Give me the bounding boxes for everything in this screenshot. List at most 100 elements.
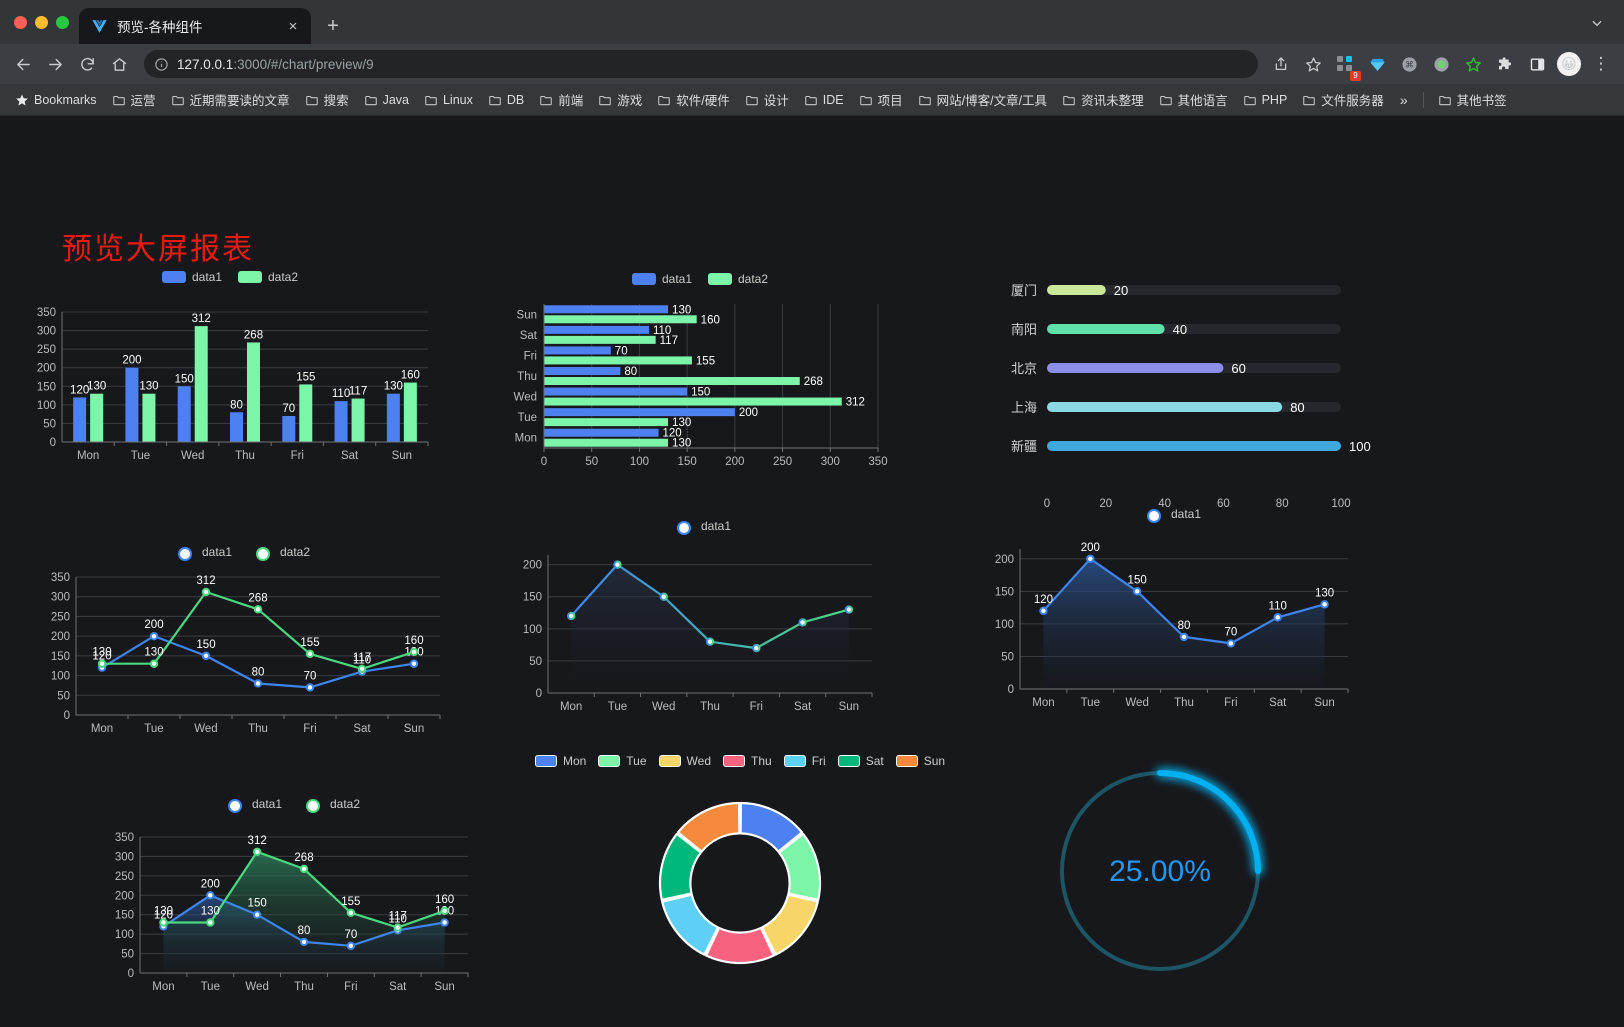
diamond-icon[interactable] [1362,49,1392,79]
bookmark-item-file-server[interactable]: 文件服务器 [1295,87,1391,112]
bookmark-item-db[interactable]: DB [481,90,531,110]
folder-icon [489,95,501,105]
svg-text:200: 200 [37,363,56,375]
svg-text:150: 150 [248,898,267,910]
svg-text:Tue: Tue [1081,697,1100,709]
svg-text:50: 50 [1001,651,1014,663]
svg-text:250: 250 [51,611,70,623]
svg-text:Tue: Tue [144,723,163,735]
svg-text:155: 155 [341,896,360,908]
bookmark-item-projects[interactable]: 项目 [852,87,910,112]
legend-item[interactable]: data1 [220,797,282,813]
sidepanel-icon[interactable] [1522,49,1552,79]
legend-item[interactable]: Fri [783,754,826,768]
minimize-window-button[interactable] [35,15,48,29]
legend-item[interactable]: data2 [248,545,311,561]
bookmark-item-bookmarks[interactable]: Bookmarks [8,90,104,110]
svg-text:130: 130 [1315,587,1334,599]
reload-icon[interactable] [72,49,102,79]
legend-item[interactable]: Mon [534,754,586,768]
legend-item[interactable]: Wed [658,754,711,768]
legend-label: data2 [280,545,311,559]
svg-text:⌘: ⌘ [1405,59,1414,69]
legend-item[interactable]: data2 [708,272,768,286]
legend-item[interactable]: data1 [1139,507,1201,523]
browser-tab[interactable]: 预览-各种组件 × [79,8,311,44]
svg-text:250: 250 [115,871,134,883]
maximize-window-button[interactable] [56,15,69,29]
bookmark-item-other-languages[interactable]: 其他语言 [1152,87,1235,112]
svg-text:20: 20 [1114,283,1128,298]
svg-text:200: 200 [201,878,220,890]
legend-item[interactable]: data1 [170,545,232,561]
forward-arrow-icon[interactable] [40,49,70,79]
legend-donut: Mon Tue Wed Thu Fri Sat Sun [534,754,945,768]
chevron-down-icon[interactable] [1582,8,1612,38]
bookmarks-overflow-button[interactable]: » [1399,91,1408,108]
svg-text:155: 155 [300,637,319,649]
address-bar[interactable]: 127.0.0.1:3000/#/chart/preview/9 [144,50,1258,78]
bookmark-item-ide[interactable]: IDE [797,90,851,110]
bookmark-item-yunying[interactable]: 运营 [105,87,163,112]
bookmark-item-recent-articles[interactable]: 近期需要读的文章 [164,87,297,112]
bookmark-item-frontend[interactable]: 前端 [532,87,590,112]
legend-item[interactable]: data1 [669,519,731,535]
svg-text:312: 312 [846,397,865,409]
bookmark-label: 网站/博客/文章/工具 [936,94,1048,108]
back-arrow-icon[interactable] [8,49,38,79]
bookmark-label: 文件服务器 [1321,94,1384,108]
svg-text:200: 200 [995,554,1014,566]
svg-text:70: 70 [282,403,295,415]
bookmark-item-design[interactable]: 设计 [738,87,796,112]
svg-text:120: 120 [92,651,111,663]
chrome-menu-icon[interactable]: ⋮ [1592,54,1610,73]
svg-text:Mon: Mon [152,981,174,993]
svg-text:268: 268 [804,376,823,388]
profile-avatar[interactable]: 😀 [1554,49,1584,79]
svg-text:40: 40 [1158,498,1171,508]
legend-item[interactable]: data2 [238,270,298,284]
legend-item[interactable]: data2 [298,797,360,813]
svg-text:130: 130 [672,438,691,450]
svg-text:130: 130 [201,905,220,917]
svg-text:50: 50 [43,418,56,430]
home-icon[interactable] [104,49,134,79]
svg-text:20: 20 [1099,498,1112,508]
bookmark-item-websites[interactable]: 网站/博客/文章/工具 [911,87,1054,112]
green-star-icon[interactable] [1458,49,1488,79]
green-circle-icon[interactable] [1426,49,1456,79]
bookmark-item-php[interactable]: PHP [1236,90,1295,110]
close-window-button[interactable] [14,15,27,29]
bookmark-item-search[interactable]: 搜索 [298,87,356,112]
legend-item[interactable]: Thu [723,754,772,768]
folder-icon [805,95,817,105]
folder-icon [364,95,377,105]
puzzle-extension-icon[interactable] [1490,49,1520,79]
svg-text:150: 150 [523,592,542,604]
bookmark-item-news[interactable]: 资讯未整理 [1055,87,1151,112]
legend-item[interactable]: data1 [161,270,222,284]
svg-text:250: 250 [773,456,792,468]
command-circle-icon[interactable]: ⌘ [1394,49,1424,79]
bookmark-star-icon[interactable] [1298,49,1328,79]
legend-item[interactable]: Tue [598,754,647,768]
close-tab-button[interactable]: × [288,17,298,35]
svg-text:Sat: Sat [1269,697,1287,709]
chart-line-two-series: data1 data2 0 50 100 150 200 250 300 350 120 200 1… [30,541,450,756]
new-tab-button[interactable]: + [327,15,339,37]
bookmark-item-software-hardware[interactable]: 软件/硬件 [650,87,736,112]
city-progress-svg: 厦门 20 南阳 40 北京 60 上海 80 新疆 100 0 20 40 60 80 100 [1011,283,1371,510]
svg-text:100: 100 [630,456,649,468]
svg-text:130: 130 [144,647,163,659]
bookmark-item-games[interactable]: 游戏 [591,87,649,112]
bookmark-item-linux[interactable]: Linux [417,90,480,110]
svg-text:Sun: Sun [517,309,537,321]
legend-item[interactable]: data1 [631,272,692,286]
legend-item[interactable]: Sun [895,754,945,768]
legend-item[interactable]: Sat [837,754,884,768]
folder-icon [599,95,612,105]
bookmark-item-java[interactable]: Java [357,90,416,110]
share-icon[interactable] [1266,49,1296,79]
extension-grid-icon[interactable]: 9 [1330,49,1361,81]
bookmark-item-other-bookmarks[interactable]: 其他书签 [1431,87,1514,112]
